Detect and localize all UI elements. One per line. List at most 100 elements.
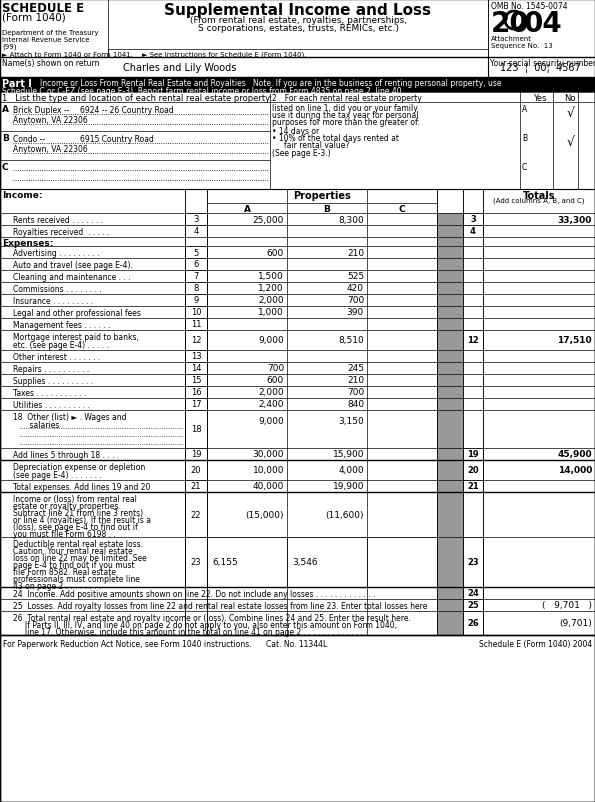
Text: C: C [522,163,527,172]
Text: Anytown, VA 22306: Anytown, VA 22306 [13,145,87,154]
Text: 14,000: 14,000 [558,466,592,475]
Text: 14: 14 [191,364,201,373]
Bar [0,587,595,599]
Bar [0,225,595,237]
Text: 33,300: 33,300 [558,215,592,225]
Text: 4: 4 [470,227,476,237]
Text: Schedule C or C-EZ (see page E-3). Report farm rental income or loss from Form 4: Schedule C or C-EZ (see page E-3). Repor… [2,87,404,96]
Bar [0,247,595,259]
Text: A: A [522,105,527,114]
Text: 24  Income. Add positive amounts shown on line 22. Do not include any losses . .: 24 Income. Add positive amounts shown on… [13,589,375,598]
Bar [437,611,463,635]
Bar [0,375,595,387]
Text: 2,000: 2,000 [258,296,284,305]
Text: Internal Revenue Service: Internal Revenue Service [2,37,89,43]
Text: (9,701): (9,701) [559,618,592,628]
Text: 6,155: 6,155 [212,558,238,567]
Bar [207,537,287,587]
Bar [0,0,108,58]
Bar [437,460,463,480]
Bar [0,387,595,399]
Text: 26: 26 [467,618,479,628]
Text: Taxes . . . . . . . . . . .: Taxes . . . . . . . . . . . [13,388,86,398]
Bar [0,599,595,611]
Text: OMB No. 1545-0074: OMB No. 1545-0074 [491,2,568,11]
Text: A: A [243,205,250,214]
Text: line 17. Otherwise, include this amount in the total on line 41 on page 2 . . . : line 17. Otherwise, include this amount … [13,627,363,636]
Bar [437,599,463,611]
Text: 20: 20 [191,466,201,475]
Bar [0,411,595,448]
Bar [437,306,463,318]
Text: 8: 8 [193,284,199,294]
Bar [463,460,483,480]
Text: 8,510: 8,510 [338,336,364,345]
Text: 4,000: 4,000 [339,466,364,475]
Text: purposes for more than the greater of:: purposes for more than the greater of: [272,118,420,127]
Text: 23: 23 [190,558,201,567]
Text: SCHEDULE E: SCHEDULE E [2,2,84,15]
Bar [463,611,483,635]
Text: 11: 11 [191,320,201,329]
Bar [0,492,595,537]
Text: 25: 25 [467,601,479,610]
Bar [185,537,207,587]
Bar [287,537,367,587]
Text: Total expenses. Add lines 19 and 20: Total expenses. Add lines 19 and 20 [13,482,151,492]
Bar [0,214,595,225]
Bar [0,480,595,492]
Bar [185,448,207,460]
Text: Supplies . . . . . . . . . .: Supplies . . . . . . . . . . [13,376,93,386]
Text: 6: 6 [193,260,199,269]
Text: Subtract line 21 from line 3 rents): Subtract line 21 from line 3 rents) [13,508,143,517]
Text: 600: 600 [267,248,284,257]
Text: 19: 19 [467,450,479,459]
Bar [185,480,207,492]
Text: 210: 210 [347,248,364,257]
Text: For Paperwork Reduction Act Notice, see Form 1040 instructions.: For Paperwork Reduction Act Notice, see … [3,639,252,648]
Text: Deductible rental real estate loss.: Deductible rental real estate loss. [13,539,143,549]
Text: 9,000: 9,000 [258,336,284,345]
Text: Part I: Part I [2,79,32,89]
Text: 24: 24 [467,589,479,597]
Text: (Form 1040): (Form 1040) [2,13,66,23]
Text: Attachment
Sequence No.  13: Attachment Sequence No. 13 [491,36,553,49]
Bar [185,387,207,399]
Text: (see page E-4) . . . . . . .: (see page E-4) . . . . . . . [13,471,102,480]
Text: 19: 19 [191,450,201,459]
Bar [185,411,207,448]
Text: 45,900: 45,900 [558,450,592,459]
Bar [437,282,463,294]
Bar [185,350,207,363]
Bar [437,294,463,306]
Text: Properties: Properties [293,191,351,200]
Bar [0,259,595,270]
Text: • 14 days or: • 14 days or [272,127,320,136]
Text: 2: 2 [272,94,277,103]
Text: 17,510: 17,510 [558,336,592,345]
Bar [437,318,463,330]
Text: 25,000: 25,000 [253,215,284,225]
Text: Your social security number: Your social security number [490,59,595,68]
Text: Legal and other professional fees: Legal and other professional fees [13,309,141,318]
Bar [0,448,595,460]
Text: estate or royalty properties.: estate or royalty properties. [13,501,121,510]
Text: 40,000: 40,000 [253,482,284,491]
Text: 1,500: 1,500 [258,272,284,282]
Text: Yes: Yes [533,94,547,103]
Text: Rents received . . . . . . .: Rents received . . . . . . . [13,216,103,225]
Text: 20: 20 [467,466,479,475]
Text: Charles and Lily Woods: Charles and Lily Woods [123,63,237,73]
Text: 210: 210 [347,376,364,385]
Text: 1,000: 1,000 [258,308,284,317]
Text: (15,000): (15,000) [246,510,284,520]
Text: B: B [2,134,9,143]
Text: (   9,701   ): ( 9,701 ) [542,601,592,610]
Bar [0,363,595,375]
Text: Income or Loss From Rental Real Estate and Royalties   Note. If you are in the b: Income or Loss From Rental Real Estate a… [40,79,502,88]
Text: Advertising . . . . . . . . .: Advertising . . . . . . . . . [13,249,99,257]
Text: A: A [2,105,9,114]
Text: you must file Form 6198 . .: you must file Form 6198 . . [13,529,116,538]
Bar [367,537,437,587]
Text: 123  ¦  00¦  4567: 123 ¦ 00¦ 4567 [500,63,580,73]
